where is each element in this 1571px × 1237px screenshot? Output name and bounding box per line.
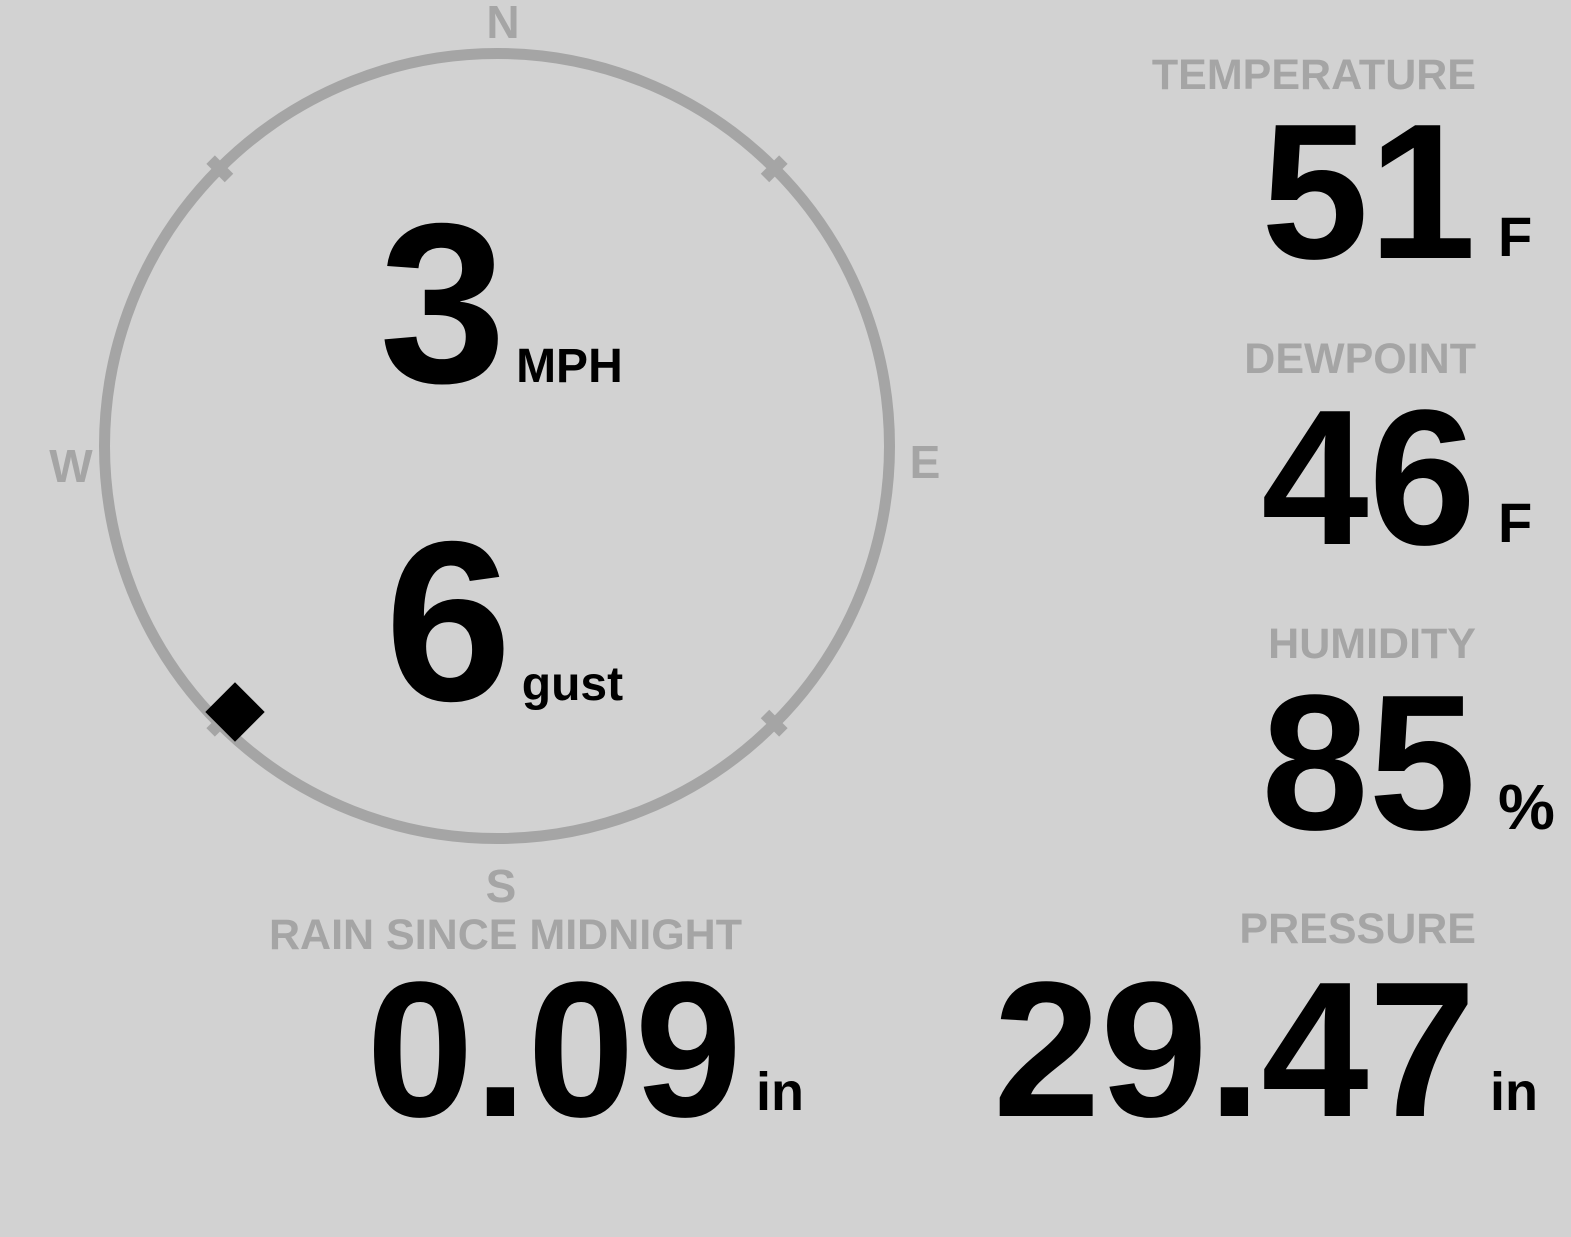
wind-gust: 6 gust (385, 508, 623, 736)
wind-gust-unit: gust (521, 658, 624, 711)
humidity-value: 85 % (1261, 666, 1555, 859)
temperature-label: TEMPERATURE (1151, 51, 1476, 99)
humidity-unit: % (1498, 771, 1555, 843)
dewpoint-value: 46 F (1261, 381, 1532, 574)
temperature-number: 51 (1261, 83, 1476, 299)
humidity-number: 85 (1261, 654, 1476, 870)
rain-value: 0.09 in (366, 953, 804, 1146)
pressure-unit: in (1490, 1062, 1538, 1122)
temperature-value: 51 F (1261, 95, 1532, 288)
compass-north-label: N (486, 0, 520, 48)
rain-label: RAIN SINCE MIDNIGHT (269, 911, 742, 959)
pressure-value: 29.47 in (993, 953, 1538, 1146)
compass-west-label: W (49, 440, 93, 492)
wind-speed-unit: MPH (516, 340, 623, 393)
rain-number: 0.09 (366, 941, 742, 1157)
compass-south-label: S (485, 860, 517, 912)
dewpoint-unit: F (1498, 491, 1533, 554)
dewpoint-label: DEWPOINT (1244, 335, 1476, 383)
temperature-unit: F (1498, 205, 1533, 268)
dewpoint-number: 46 (1261, 369, 1476, 585)
compass-east-label: E (909, 436, 941, 488)
pressure-number: 29.47 (993, 941, 1476, 1157)
compass-ring (99, 48, 895, 844)
rain-unit: in (756, 1062, 804, 1122)
pressure-label: PRESSURE (1239, 905, 1476, 953)
humidity-label: HUMIDITY (1268, 620, 1476, 668)
wind-speed: 3 MPH (379, 190, 622, 418)
wind-gust-value: 6 (384, 495, 512, 749)
wind-speed-value: 3 (379, 177, 507, 431)
